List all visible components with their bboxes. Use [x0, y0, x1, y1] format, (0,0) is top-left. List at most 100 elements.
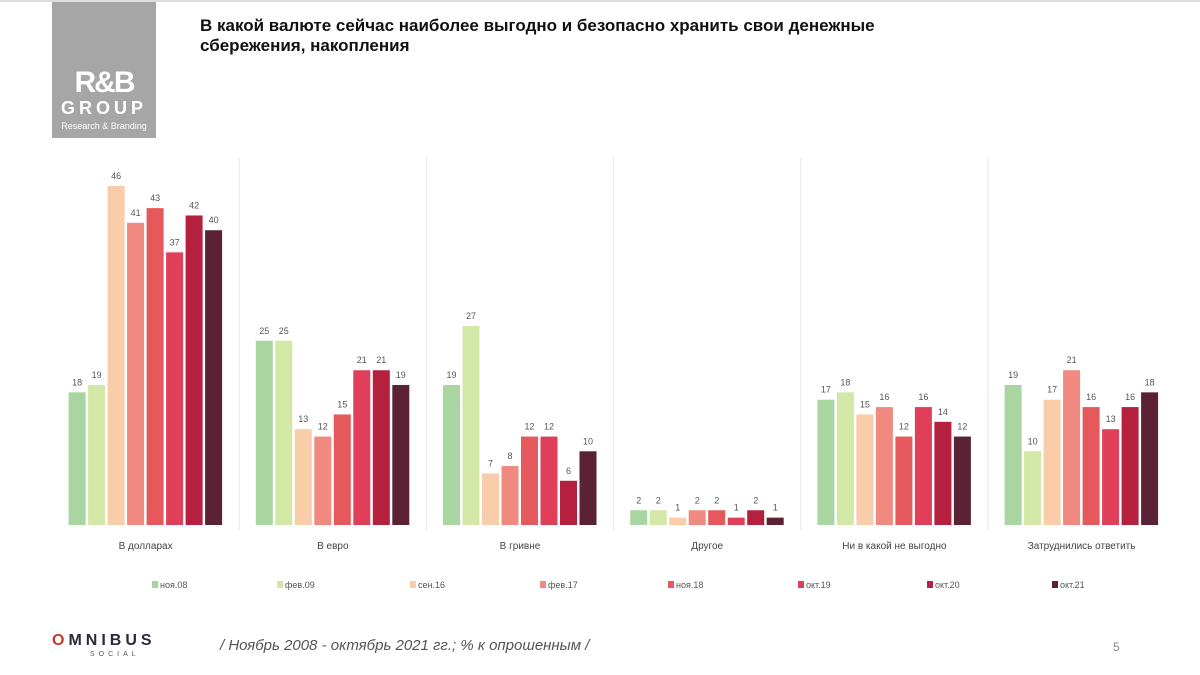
bar	[166, 252, 184, 525]
bar	[501, 466, 519, 525]
category-label: Другое	[691, 541, 723, 552]
data-label: 2	[753, 495, 758, 505]
bar	[1121, 407, 1139, 525]
bar	[579, 451, 597, 525]
data-label: 2	[636, 495, 641, 505]
data-label: 17	[821, 385, 831, 395]
bar	[817, 399, 835, 525]
data-label: 21	[376, 355, 386, 365]
bar	[895, 436, 913, 525]
legend-label: фев.09	[285, 580, 315, 590]
data-label: 2	[656, 495, 661, 505]
data-label: 40	[209, 215, 219, 225]
data-label: 42	[189, 200, 199, 210]
data-label: 43	[150, 193, 160, 203]
data-label: 18	[1145, 377, 1155, 387]
data-label: 16	[879, 392, 889, 402]
data-label: 2	[714, 495, 719, 505]
legend-label: фев.17	[548, 580, 578, 590]
bar	[934, 421, 952, 525]
data-label: 14	[938, 407, 948, 417]
data-label: 19	[92, 370, 102, 380]
bar	[953, 436, 971, 525]
footnote: / Ноябрь 2008 - октябрь 2021 гг.; % к оп…	[220, 637, 590, 654]
legend-swatch	[927, 581, 933, 588]
logo-text: R&B	[74, 66, 136, 99]
bar	[669, 517, 687, 525]
data-label: 8	[507, 451, 512, 461]
legend-swatch	[798, 581, 804, 588]
data-label: 10	[583, 436, 593, 446]
logo-text: MNIBUS	[68, 632, 156, 649]
data-label: 10	[1028, 436, 1038, 446]
bar	[333, 414, 351, 525]
data-label: 25	[259, 326, 269, 336]
bar	[875, 407, 893, 525]
bar	[649, 510, 667, 525]
data-label: 12	[544, 422, 554, 432]
bar	[68, 392, 86, 525]
bar	[443, 384, 460, 525]
bar	[205, 230, 223, 525]
bar	[107, 186, 125, 525]
bar	[1141, 392, 1159, 525]
bar	[688, 510, 706, 525]
data-label: 1	[675, 503, 680, 513]
bar	[1102, 429, 1120, 525]
category-label: В гривне	[500, 541, 541, 552]
bar	[294, 429, 312, 525]
data-label: 6	[566, 466, 571, 476]
legend-swatch	[668, 581, 674, 588]
legend-swatch	[152, 581, 158, 588]
data-label: 12	[524, 422, 534, 432]
legend-swatch	[1052, 581, 1058, 588]
bar	[1063, 370, 1081, 525]
bar	[630, 510, 648, 525]
logo-text: O	[52, 632, 69, 649]
legend-swatch	[540, 581, 546, 588]
rb-group-logo: R&B GROUP Research & Branding	[52, 2, 156, 138]
bar	[462, 326, 480, 525]
data-label: 37	[170, 237, 180, 247]
bar	[856, 414, 874, 525]
data-label: 27	[466, 311, 476, 321]
data-label: 21	[357, 355, 367, 365]
category-label: Затруднились ответить	[1028, 541, 1136, 552]
legend-label: ноя.18	[676, 580, 703, 590]
data-label: 1	[734, 503, 739, 513]
data-label: 17	[1047, 385, 1057, 395]
data-label: 13	[1106, 414, 1116, 424]
bar	[560, 480, 577, 525]
bar	[392, 384, 410, 525]
legend-label: ноя.08	[160, 580, 187, 590]
bar	[314, 436, 332, 525]
data-label: 16	[1125, 392, 1135, 402]
bar	[127, 222, 145, 525]
bar	[914, 407, 932, 525]
data-label: 19	[396, 370, 406, 380]
bar	[708, 510, 726, 525]
bar	[727, 517, 745, 525]
data-label: 41	[131, 208, 141, 218]
bar	[88, 384, 106, 525]
bar	[747, 510, 765, 525]
category-label: В евро	[317, 541, 349, 552]
logo-subtext: SOCIAL	[90, 651, 140, 658]
data-label: 18	[840, 377, 850, 387]
bar	[185, 215, 203, 525]
data-label: 25	[279, 326, 289, 336]
data-label: 46	[111, 171, 121, 181]
data-label: 12	[899, 422, 909, 432]
data-label: 21	[1067, 355, 1077, 365]
logo-text: Research & Branding	[61, 121, 147, 131]
data-label: 1	[773, 503, 778, 513]
data-label: 12	[318, 422, 328, 432]
data-label: 15	[860, 399, 870, 409]
page-number: 5	[1113, 640, 1120, 654]
bar	[353, 370, 371, 525]
data-label: 19	[446, 370, 456, 380]
data-label: 7	[488, 458, 493, 468]
category-label: Ни в какой не выгодно	[842, 541, 947, 552]
legend-label: окт.19	[806, 580, 831, 590]
